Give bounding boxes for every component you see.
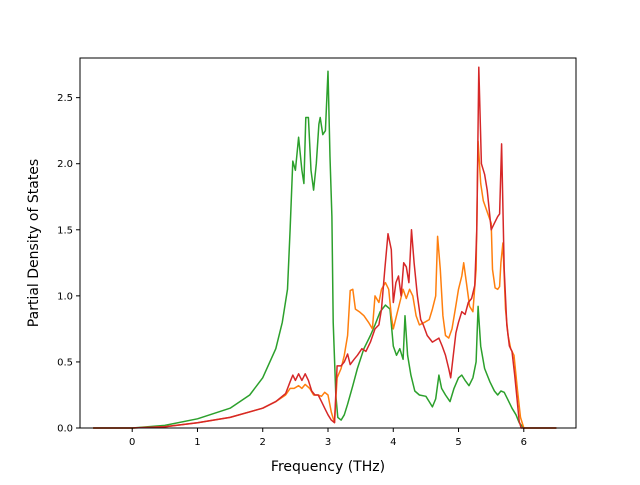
y-tick-label: 1.0	[57, 291, 73, 302]
series-line-2	[93, 140, 557, 429]
series-line-3	[93, 66, 557, 429]
y-tick-label: 0.0	[57, 424, 73, 435]
x-tick-label: 1	[194, 437, 200, 448]
y-tick-label: 2.5	[57, 93, 73, 104]
x-tick-label: 2	[260, 437, 266, 448]
y-tick-label: 0.5	[57, 357, 73, 368]
plot-frame	[79, 57, 577, 429]
x-axis-title: Frequency (THz)	[271, 459, 385, 475]
x-tick-label: 3	[325, 437, 331, 448]
y-tick-label: 2.0	[57, 159, 73, 170]
x-tick-label: 6	[521, 437, 527, 448]
x-tick-label: 5	[455, 437, 461, 448]
series-line-1	[93, 70, 557, 429]
x-tick-label: 0	[129, 437, 135, 448]
y-tick-label: 1.5	[57, 225, 73, 236]
y-axis-title: Partial Density of States	[26, 159, 42, 327]
series-lines	[93, 66, 557, 429]
x-tick-label: 4	[390, 437, 396, 448]
axis-ticks: 0 1 2 3 4 5 6 0.0 0.5 1.0 1.5 2.0 2.5	[57, 93, 527, 448]
